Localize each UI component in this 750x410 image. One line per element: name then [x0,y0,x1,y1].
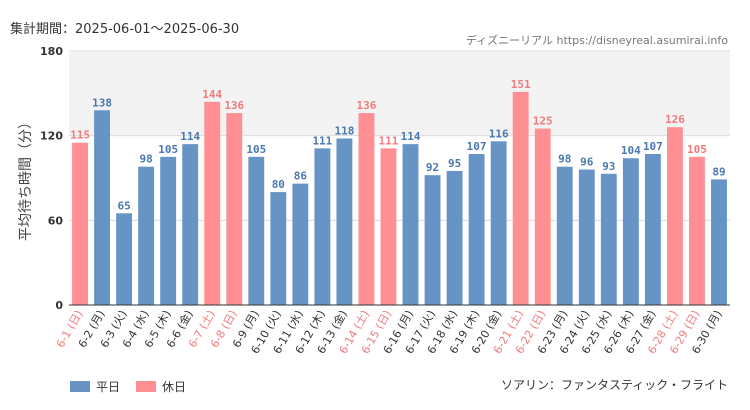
legend-label-holiday: 休日 [162,380,187,394]
value-label: 138 [92,96,112,109]
bar [182,144,199,305]
bar [336,138,353,305]
value-label: 89 [712,165,725,178]
value-label: 111 [312,134,332,147]
value-labels: 1151386598105114144136105808611111813611… [70,78,726,212]
legend-label-weekday: 平日 [96,380,121,394]
value-label: 136 [357,99,377,112]
value-label: 114 [401,130,421,143]
value-label: 98 [558,153,571,166]
attraction-name: ソアリン：ファンタスティック・フライト [500,378,728,392]
bar [94,110,110,306]
y-axis-label: 平均待ち時間（分） [18,115,34,241]
value-label: 107 [643,140,663,153]
source-credit: ディズニーリアル https://disneyreal.asumirai.inf… [465,34,728,47]
bar [292,183,309,305]
bar [512,91,529,305]
highlight-band [69,51,730,136]
bar [358,113,375,305]
value-label: 151 [511,78,531,91]
bar [204,101,221,305]
bar [116,213,133,305]
bar [622,158,639,305]
bars [72,91,727,306]
y-tick-label: 180 [40,45,63,58]
legend: 平日 休日 [70,378,186,395]
bar [556,166,573,305]
bar [270,192,287,305]
y-tick-label: 60 [48,214,64,227]
bar [226,113,243,305]
value-label: 105 [246,143,266,156]
value-label: 65 [117,199,130,212]
value-label: 92 [426,161,439,174]
value-label: 116 [489,127,509,140]
bar [446,170,463,305]
value-label: 95 [448,157,461,170]
value-label: 144 [202,88,222,101]
legend-swatch-weekday [70,381,90,392]
value-label: 104 [621,144,641,157]
legend-item-weekday: 平日 [70,378,120,395]
value-label: 111 [379,134,399,147]
value-label: 86 [294,170,308,183]
bar [402,144,419,305]
value-label: 114 [180,130,200,143]
y-axis-ticks: 0 60 120 180 [40,45,63,312]
bar [424,175,441,305]
bar [468,154,485,305]
bar [666,127,683,305]
y-tick-label: 0 [55,299,63,312]
bar [314,148,331,305]
value-label: 125 [533,115,553,128]
bar [160,156,177,305]
value-label: 80 [272,178,285,191]
bar [711,179,727,305]
bar [490,141,507,305]
bar [380,148,397,305]
value-label: 105 [158,143,178,156]
bar [72,142,88,305]
value-label: 105 [687,143,707,156]
value-label: 96 [580,156,594,169]
bar [644,154,661,305]
value-label: 136 [224,99,244,112]
period-text: 集計期間：2025-06-01～2025-06-30 [10,22,240,37]
bar [138,166,155,305]
value-label: 118 [334,124,354,137]
bar [600,173,617,305]
value-label: 107 [467,140,487,153]
bar [578,169,595,305]
value-label: 115 [70,129,90,142]
y-tick-label: 120 [40,130,63,143]
value-label: 126 [665,113,685,126]
bar [248,156,265,305]
bar [689,156,705,305]
legend-item-holiday: 休日 [136,378,186,395]
value-label: 98 [139,153,152,166]
x-axis-ticks: 6-1 (日)6-2 (月)6-3 (火)6-4 (水)6-5 (木)6-6 (… [54,308,725,357]
legend-swatch-holiday [136,381,157,392]
bar [534,128,551,305]
value-label: 93 [602,160,615,173]
